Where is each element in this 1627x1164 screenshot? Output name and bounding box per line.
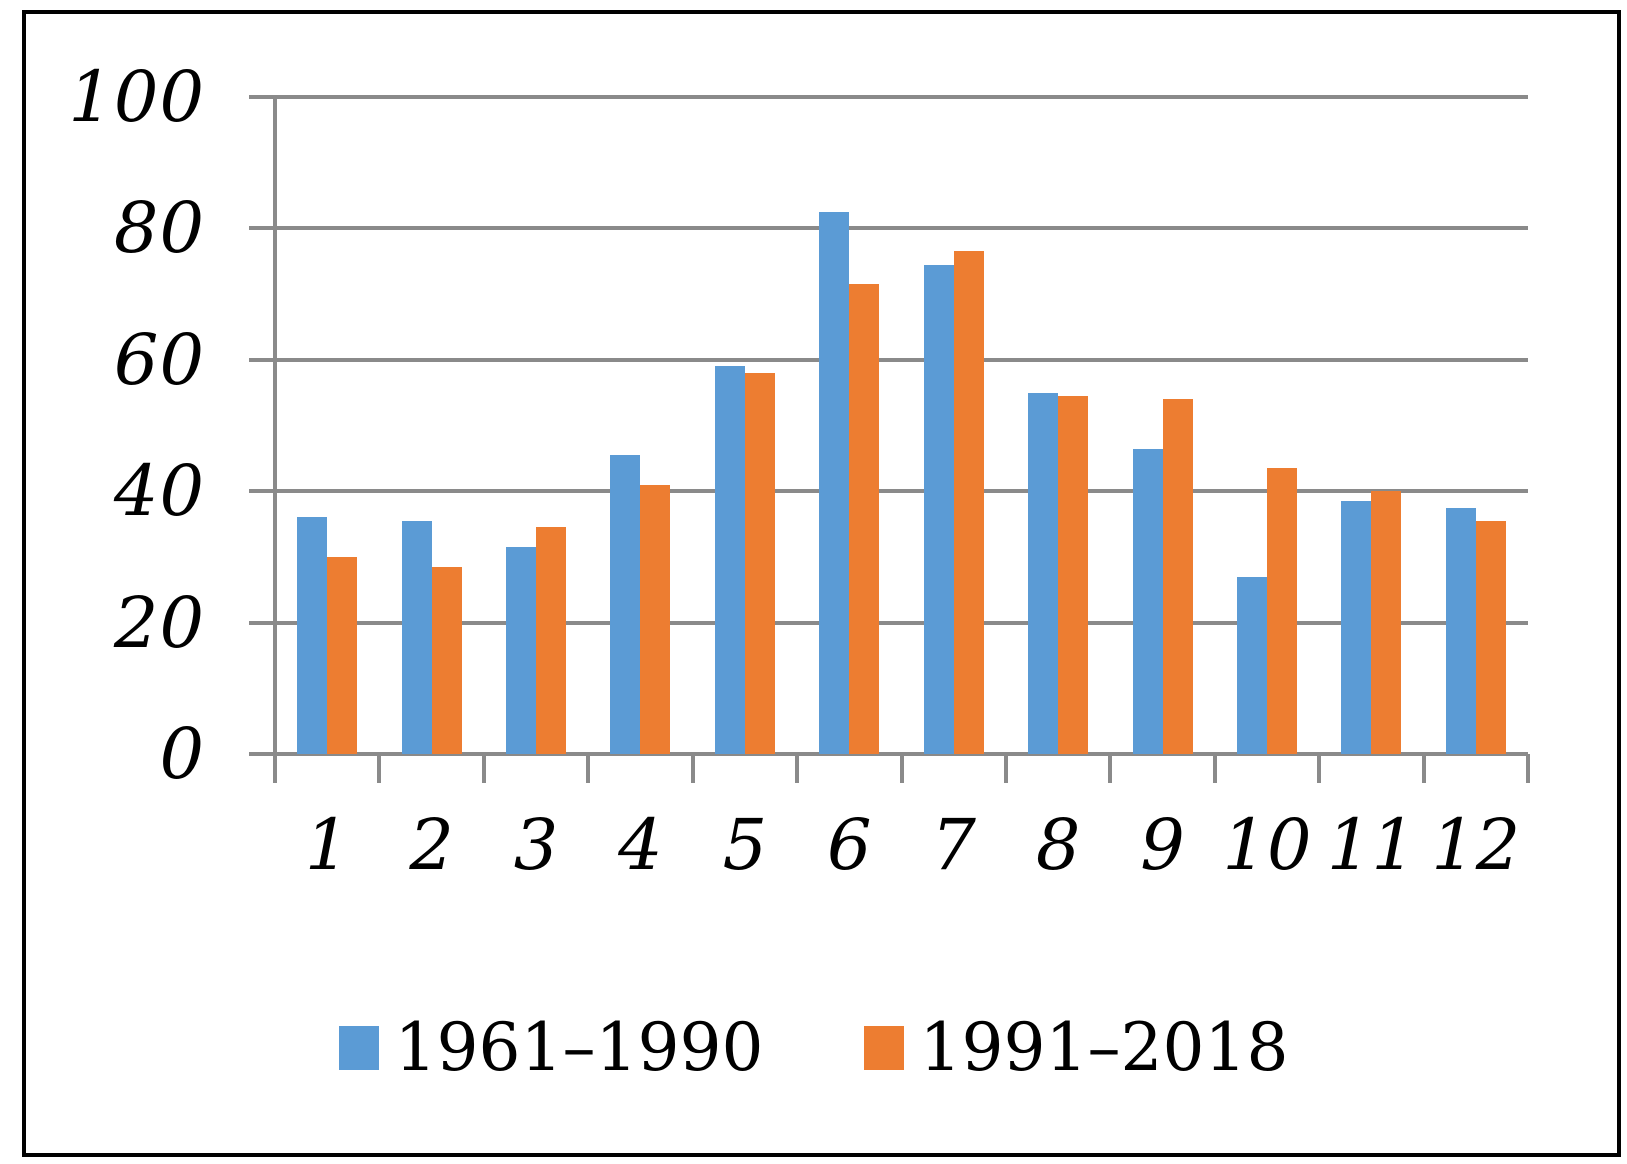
x-axis-tick-5 (795, 754, 800, 783)
bar-1961-1990-month-1 (297, 517, 328, 754)
gridline-100 (249, 95, 1528, 99)
y-tick-label-100: 100 (68, 56, 205, 138)
x-tick-label-12: 12 (1431, 804, 1521, 886)
y-axis-line (273, 95, 277, 783)
gridline-40 (249, 489, 1528, 494)
bar-1991-2018-month-10 (1266, 468, 1297, 754)
category-group-11 (1319, 97, 1423, 754)
x-tick-label-4: 4 (618, 804, 663, 886)
x-axis-tick-4 (690, 754, 695, 783)
x-axis-tick-1 (377, 754, 382, 783)
bar-1961-1990-month-2 (401, 520, 432, 754)
gridline-60 (249, 357, 1528, 362)
category-group-7 (902, 97, 1006, 754)
y-tick-label-20: 20 (113, 581, 205, 664)
category-group-3 (484, 97, 588, 754)
x-tick-label-1: 1 (304, 804, 350, 886)
y-tick-label-40: 40 (113, 450, 205, 533)
x-axis-tick-12 (1526, 754, 1530, 783)
x-axis-tick-9 (1212, 754, 1217, 783)
x-tick-label-9: 9 (1140, 804, 1185, 886)
chart-outer-frame (22, 10, 1621, 1157)
y-tick-label-60: 60 (113, 318, 205, 401)
legend-swatch-icon (863, 1026, 904, 1070)
x-tick-label-6: 6 (827, 804, 872, 886)
y-tick-label-0: 0 (159, 713, 205, 795)
bar-1961-1990-month-12 (1445, 507, 1476, 754)
x-axis-tick-3 (586, 754, 591, 783)
bar-1961-1990-month-9 (1132, 448, 1163, 754)
gridline-20 (249, 620, 1528, 625)
bar-1961-1990-month-5 (714, 366, 745, 754)
bar-1961-1990-month-11 (1341, 501, 1372, 754)
bar-1961-1990-month-3 (506, 547, 537, 754)
x-axis-tick-6 (899, 754, 904, 783)
x-tick-label-11: 11 (1326, 804, 1416, 886)
bar-1991-2018-month-2 (431, 566, 462, 754)
gridline-80 (249, 226, 1528, 231)
category-group-8 (1006, 97, 1110, 754)
bar-1991-2018-month-9 (1162, 399, 1193, 754)
category-group-2 (379, 97, 483, 754)
category-group-5 (693, 97, 797, 754)
x-tick-label-7: 7 (931, 804, 976, 886)
legend-label: 1991–2018 (919, 1009, 1289, 1086)
bar-1991-2018-month-12 (1475, 520, 1506, 754)
bar-1991-2018-month-11 (1371, 491, 1402, 754)
category-group-9 (1110, 97, 1214, 754)
bar-1991-2018-month-6 (849, 284, 880, 754)
category-group-10 (1215, 97, 1319, 754)
legend-swatch-icon (338, 1026, 379, 1070)
x-axis-tick-0 (273, 754, 277, 783)
x-axis-tick-8 (1108, 754, 1113, 783)
category-group-1 (275, 97, 379, 754)
bar-1991-2018-month-1 (327, 556, 358, 754)
bar-1991-2018-month-4 (640, 484, 671, 754)
y-tick-label-80: 80 (113, 187, 205, 270)
plot-area: 1 2 3 4 5 6 7 8 9 10 11 12 (249, 95, 1530, 886)
category-group-4 (588, 97, 692, 754)
x-tick-label-8: 8 (1035, 804, 1081, 886)
x-axis-tick-10 (1317, 754, 1322, 783)
bar-1991-2018-month-7 (953, 251, 984, 754)
bar-1961-1990-month-10 (1236, 576, 1267, 754)
legend-item-1961-1990: 1961–1990 (338, 998, 764, 1098)
legend-item-1991-2018: 1991–2018 (863, 998, 1289, 1098)
category-group-6 (797, 97, 901, 754)
x-tick-label-3: 3 (513, 804, 559, 886)
x-tick-label-10: 10 (1222, 804, 1312, 886)
x-axis-tick-2 (481, 754, 486, 783)
bar-1961-1990-month-8 (1028, 392, 1059, 754)
bar-1961-1990-month-6 (819, 211, 850, 754)
x-tick-label-5: 5 (722, 804, 768, 886)
bar-1991-2018-month-3 (536, 527, 567, 754)
gridline-0 (249, 752, 1528, 756)
bar-1991-2018-month-8 (1058, 395, 1089, 754)
legend-label: 1961–1990 (394, 1009, 764, 1086)
legend: 1961–1990 1991–2018 (0, 998, 1627, 1098)
x-tick-label-2: 2 (409, 804, 454, 886)
x-axis-tick-11 (1421, 754, 1426, 783)
bar-1991-2018-month-5 (744, 372, 775, 754)
x-axis-tick-7 (1003, 754, 1008, 783)
bar-1961-1990-month-4 (610, 455, 641, 754)
bar-1961-1990-month-7 (923, 264, 954, 754)
category-group-12 (1424, 97, 1528, 754)
